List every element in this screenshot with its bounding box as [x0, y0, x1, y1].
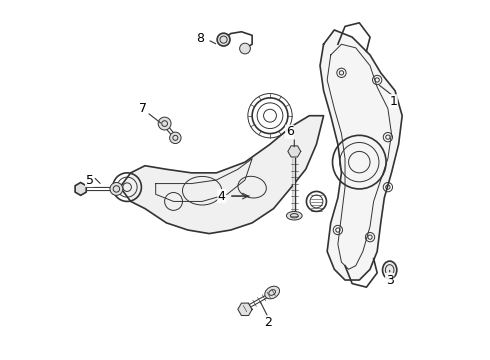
Text: 5: 5	[86, 174, 94, 186]
Text: 2: 2	[264, 316, 272, 329]
Text: 6: 6	[286, 125, 294, 138]
Ellipse shape	[383, 261, 397, 279]
Circle shape	[240, 43, 250, 54]
Text: 7: 7	[139, 102, 147, 115]
Polygon shape	[238, 303, 252, 315]
Polygon shape	[288, 146, 301, 157]
Polygon shape	[320, 30, 402, 280]
Polygon shape	[75, 183, 86, 195]
Circle shape	[217, 33, 230, 46]
Text: 4: 4	[218, 190, 226, 203]
Circle shape	[158, 117, 171, 130]
Text: 1: 1	[390, 95, 397, 108]
Circle shape	[170, 132, 181, 144]
Ellipse shape	[265, 286, 279, 299]
Text: 8: 8	[196, 32, 204, 45]
Text: 3: 3	[386, 274, 393, 287]
Ellipse shape	[287, 211, 302, 220]
Circle shape	[110, 183, 123, 195]
Polygon shape	[120, 116, 323, 234]
